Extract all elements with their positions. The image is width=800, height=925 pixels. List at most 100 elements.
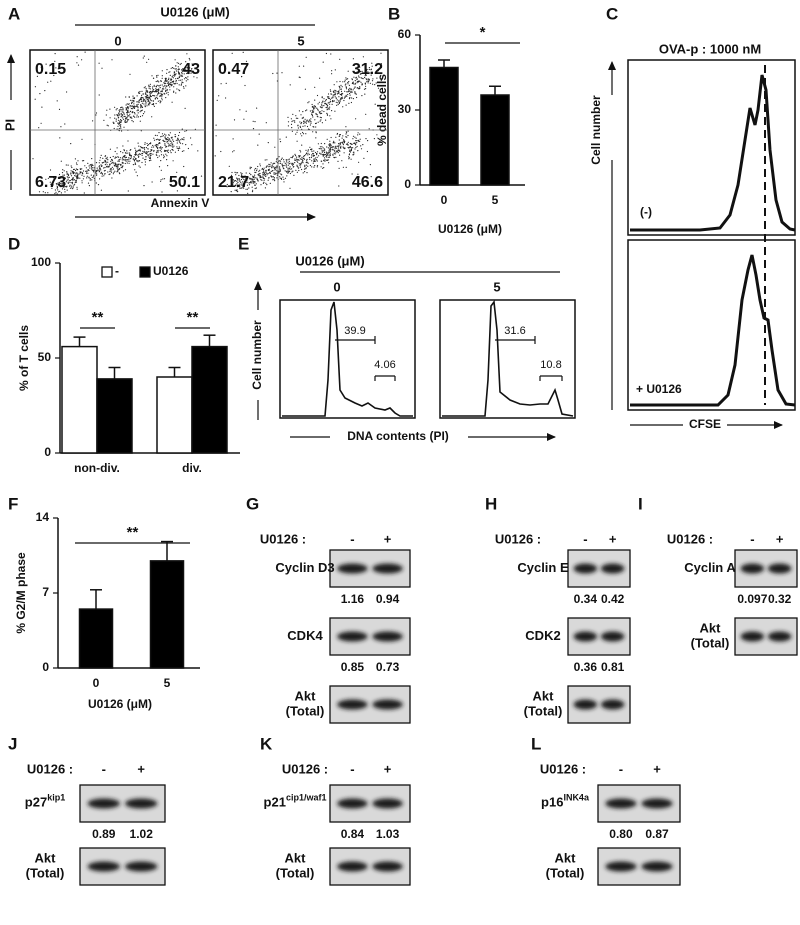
dot xyxy=(344,84,346,86)
dot xyxy=(47,192,49,194)
dot xyxy=(348,156,350,158)
dot xyxy=(299,149,301,152)
dot xyxy=(283,168,285,170)
dot xyxy=(331,97,333,99)
dot xyxy=(336,145,339,147)
dot xyxy=(109,170,111,172)
dot xyxy=(242,181,244,183)
dot xyxy=(291,157,293,159)
dot xyxy=(326,96,329,98)
dot xyxy=(260,176,262,178)
dot xyxy=(133,112,136,114)
dot xyxy=(191,144,193,146)
dot xyxy=(359,140,361,142)
dot xyxy=(172,146,174,148)
dot xyxy=(86,177,88,179)
dot xyxy=(253,175,255,178)
dot xyxy=(118,113,120,115)
dot xyxy=(362,78,364,80)
dot xyxy=(319,111,321,113)
dot xyxy=(326,109,328,111)
dot xyxy=(160,154,163,156)
dot xyxy=(171,83,173,85)
dot xyxy=(183,78,186,80)
dot xyxy=(172,77,174,79)
dot xyxy=(185,68,187,70)
dot xyxy=(149,143,151,145)
dot xyxy=(134,163,137,165)
dot xyxy=(57,182,59,184)
dot xyxy=(137,106,139,108)
dot xyxy=(257,165,259,168)
dot xyxy=(294,159,296,161)
dot xyxy=(355,140,357,142)
dot xyxy=(139,166,141,168)
dot xyxy=(98,94,100,96)
dot xyxy=(285,165,287,167)
dot xyxy=(349,142,351,145)
dot xyxy=(95,182,97,184)
dot xyxy=(288,160,290,162)
dot xyxy=(245,178,247,180)
dot xyxy=(365,71,367,73)
dot xyxy=(120,116,122,118)
dot xyxy=(87,182,90,184)
dot xyxy=(319,146,321,148)
dot xyxy=(175,65,177,67)
dot xyxy=(281,164,283,166)
dot xyxy=(118,116,120,118)
dot xyxy=(155,152,158,154)
dot xyxy=(116,128,118,130)
dot xyxy=(339,99,341,101)
condition-label: 0 xyxy=(114,33,121,48)
dot xyxy=(122,117,124,119)
dot xyxy=(165,138,167,140)
dot xyxy=(55,191,57,193)
dot xyxy=(170,78,172,80)
dot xyxy=(99,159,101,161)
dot xyxy=(325,99,327,101)
dot xyxy=(350,158,352,160)
dot xyxy=(110,162,112,164)
dot xyxy=(55,183,58,185)
dot xyxy=(145,103,147,105)
dot xyxy=(124,162,126,165)
dot xyxy=(56,193,58,195)
dot xyxy=(67,176,69,178)
dot xyxy=(142,97,144,99)
dot xyxy=(349,92,351,95)
dot xyxy=(191,68,193,70)
treatment-label: U0126 : xyxy=(667,531,713,546)
plot-frame xyxy=(439,299,576,419)
dot xyxy=(168,145,170,147)
dot xyxy=(315,137,317,139)
dot xyxy=(77,169,79,171)
dot xyxy=(176,146,178,148)
dot xyxy=(147,148,149,150)
dot xyxy=(339,80,341,83)
dot xyxy=(157,146,159,148)
dot xyxy=(346,132,348,134)
dot xyxy=(241,183,243,185)
dot xyxy=(70,173,72,175)
dot xyxy=(345,133,347,135)
dot xyxy=(338,145,340,147)
dot xyxy=(255,187,257,189)
dot xyxy=(145,151,147,153)
dot xyxy=(169,150,171,152)
dot xyxy=(74,175,76,177)
dot xyxy=(101,165,103,167)
dot xyxy=(345,94,347,96)
dot xyxy=(180,75,182,77)
dot xyxy=(162,86,164,88)
dot xyxy=(317,109,319,111)
dot xyxy=(240,172,242,174)
dot xyxy=(281,174,283,176)
dot xyxy=(151,75,153,77)
gate-value: 31.6 xyxy=(504,325,525,337)
band xyxy=(573,631,598,642)
dot xyxy=(270,162,272,164)
dot xyxy=(126,106,128,109)
dot xyxy=(314,119,316,121)
dot xyxy=(165,85,167,87)
